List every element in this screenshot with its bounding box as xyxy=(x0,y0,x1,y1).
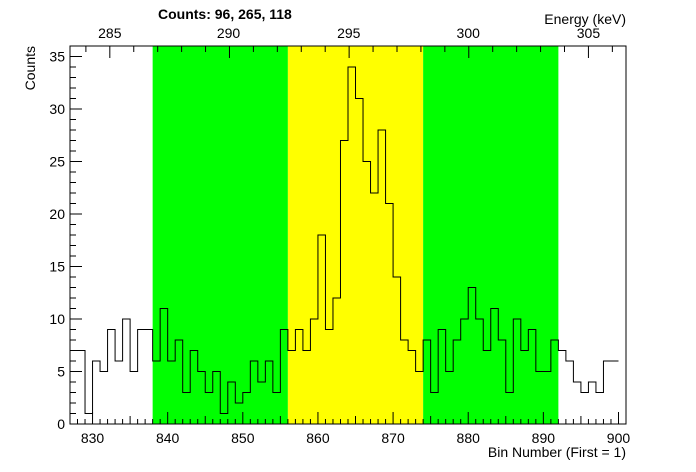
x-tick-label: 870 xyxy=(381,430,405,446)
energy-tick-label: 295 xyxy=(337,25,361,41)
y-tick-label: 5 xyxy=(57,364,65,380)
y-tick-label: 0 xyxy=(57,416,65,432)
x-tick-label: 830 xyxy=(81,430,105,446)
energy-tick-label: 300 xyxy=(457,25,481,41)
region-left-background xyxy=(152,46,288,424)
y-tick-label: 30 xyxy=(49,101,65,117)
x-tick-label: 840 xyxy=(156,430,180,446)
region-right-background xyxy=(423,46,559,424)
axis-ticks xyxy=(69,45,627,425)
energy-axis-title: Energy (keV) xyxy=(544,11,626,27)
region-peak xyxy=(287,46,424,424)
y-tick-label: 35 xyxy=(49,49,65,65)
x-tick-label: 890 xyxy=(532,430,556,446)
x-tick-label: 860 xyxy=(306,430,330,446)
x-tick-label: 900 xyxy=(607,430,631,446)
x-tick-label: 850 xyxy=(231,430,255,446)
counts-title: Counts: 96, 265, 118 xyxy=(158,6,292,22)
y-axis-title: Counts xyxy=(22,46,38,90)
energy-tick-label: 305 xyxy=(577,25,601,41)
energy-tick-label: 290 xyxy=(217,25,241,41)
x-tick-label: 880 xyxy=(457,430,481,446)
histogram-series-line xyxy=(70,66,619,414)
energy-tick-label: 285 xyxy=(98,25,122,41)
x-axis-title: Bin Number (First = 1) xyxy=(488,444,626,460)
region-bands xyxy=(152,46,559,424)
y-tick-label: 20 xyxy=(49,206,65,222)
y-tick-label: 25 xyxy=(49,154,65,170)
axis-tick-labels: 830 840 850 860 870 880 890 900 0 5 10 15 20 25 30 35 28… xyxy=(49,25,630,446)
y-tick-label: 10 xyxy=(49,311,65,327)
y-tick-label: 15 xyxy=(49,259,65,275)
